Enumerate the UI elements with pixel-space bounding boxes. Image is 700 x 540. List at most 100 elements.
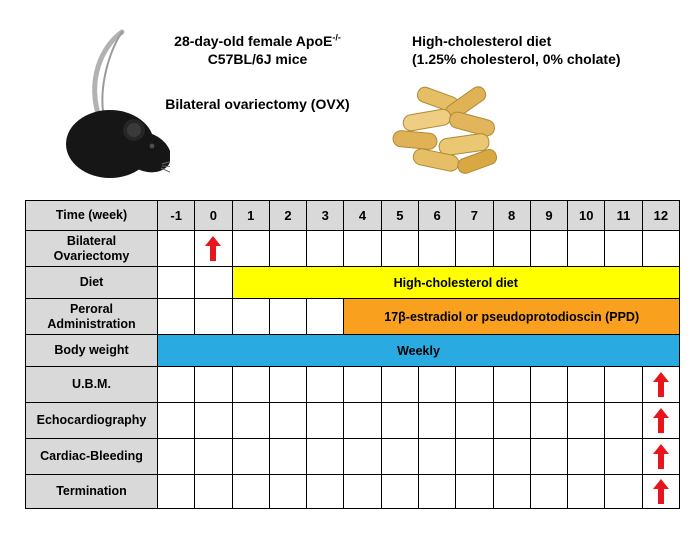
grid-cell (492, 474, 531, 509)
grid-cell (343, 474, 382, 509)
grid-cell (492, 366, 531, 403)
red-arrow-icon (205, 236, 222, 261)
grid-cell (231, 298, 270, 335)
week-header-cell: 8 (492, 200, 531, 231)
row-body-weight: Body weight Weekly (25, 334, 680, 367)
diet-pellets-photo (392, 86, 498, 174)
grid-cell (455, 438, 494, 475)
grid-cell (231, 438, 270, 475)
week-header-cell: 2 (268, 200, 308, 231)
grid-cell (268, 366, 308, 403)
week-header-cell: 5 (380, 200, 419, 231)
grid-cell (306, 230, 345, 267)
grid-cell (268, 474, 308, 509)
grid-cell (529, 438, 569, 475)
grid-cell (343, 438, 382, 475)
grid-cell (156, 230, 196, 267)
table-header-row: Time (week) -1 0 1 2 3 4 5 6 7 8 9 10 11… (25, 200, 681, 231)
grid-cell (194, 298, 233, 335)
grid-cell (268, 230, 308, 267)
row-termination: Termination (25, 474, 681, 509)
ovx-caption: Bilateral ovariectomy (OVX) (165, 96, 350, 112)
grid-cell (567, 474, 606, 509)
week-header-cell: 11 (604, 200, 643, 231)
grid-cell (343, 402, 382, 439)
grid-cell (604, 474, 643, 509)
grid-cell (604, 402, 643, 439)
row-label: Echocardiography (25, 402, 158, 439)
week-header-cell: 7 (455, 200, 494, 231)
week-header-cell: 6 (417, 200, 457, 231)
grid-cell (194, 402, 233, 439)
grid-cell (417, 366, 457, 403)
row-label: Body weight (25, 334, 158, 367)
grid-cell (343, 366, 382, 403)
timeline-table: Time (week) -1 0 1 2 3 4 5 6 7 8 9 10 11… (25, 200, 681, 509)
mouse-photo (66, 29, 170, 178)
grid-cell (156, 402, 196, 439)
endpoint-arrow-cell (641, 366, 681, 403)
mouse-caption: 28-day-old female ApoE-/- C57BL/6J mice (150, 32, 365, 68)
week-header-cell: 4 (343, 200, 382, 231)
grid-cell (417, 230, 457, 267)
grid-cell (417, 402, 457, 439)
grid-cell (604, 230, 643, 267)
grid-cell (380, 366, 419, 403)
grid-cell (641, 230, 681, 267)
grid-cell (380, 230, 419, 267)
row-label: Bilateral Ovariectomy (25, 230, 158, 267)
endpoint-arrow-cell (641, 474, 681, 509)
grid-cell (492, 438, 531, 475)
grid-cell (380, 402, 419, 439)
row-diet: Diet High-cholesterol diet (25, 266, 681, 299)
week-header-cell: 0 (194, 200, 233, 231)
row-cardiac-bleeding: Cardiac-Bleeding (25, 438, 681, 475)
grid-cell (529, 366, 569, 403)
diet-bar: High-cholesterol diet (231, 266, 681, 299)
diet-caption-line2: (1.25% cholesterol, 0% cholate) (412, 51, 621, 68)
grid-cell (567, 438, 606, 475)
row-label: Termination (25, 474, 158, 509)
endpoint-arrow-cell (641, 438, 681, 475)
grid-cell (231, 474, 270, 509)
red-arrow-icon (652, 444, 669, 469)
grid-cell (156, 474, 196, 509)
grid-cell (455, 366, 494, 403)
week-header-cell: -1 (156, 200, 196, 231)
grid-cell (604, 366, 643, 403)
grid-cell (529, 402, 569, 439)
body-weight-bar: Weekly (157, 334, 680, 367)
grid-cell (380, 438, 419, 475)
row-label: Diet (25, 266, 158, 299)
grid-cell (455, 474, 494, 509)
peroral-bar: 17β-estradiol or pseudoprotodioscin (PPD… (343, 298, 680, 335)
grid-cell (194, 366, 233, 403)
row-label: Peroral Administration (25, 298, 158, 335)
grid-cell (417, 438, 457, 475)
endpoint-arrow-cell (641, 402, 681, 439)
ovx-arrow-cell (194, 230, 233, 267)
grid-cell (306, 366, 345, 403)
week-header-cell: 3 (306, 200, 345, 231)
row-label: Cardiac-Bleeding (25, 438, 158, 475)
week-header-cell: 1 (231, 200, 270, 231)
row-ovariectomy: Bilateral Ovariectomy (25, 230, 681, 267)
grid-cell (529, 474, 569, 509)
grid-cell (194, 474, 233, 509)
grid-cell (156, 438, 196, 475)
grid-cell (231, 366, 270, 403)
week-header-cell: 10 (567, 200, 606, 231)
grid-cell (268, 438, 308, 475)
time-week-header: Time (week) (25, 200, 158, 231)
grid-cell (306, 438, 345, 475)
diet-caption-line1: High-cholesterol diet (412, 33, 552, 49)
grid-cell (567, 402, 606, 439)
week-header-cell: 9 (529, 200, 569, 231)
grid-cell (417, 474, 457, 509)
grid-cell (194, 438, 233, 475)
grid-cell (231, 230, 270, 267)
grid-cell (194, 266, 233, 299)
row-peroral: Peroral Administration 17β-estradiol or … (25, 298, 680, 335)
grid-cell (156, 366, 196, 403)
